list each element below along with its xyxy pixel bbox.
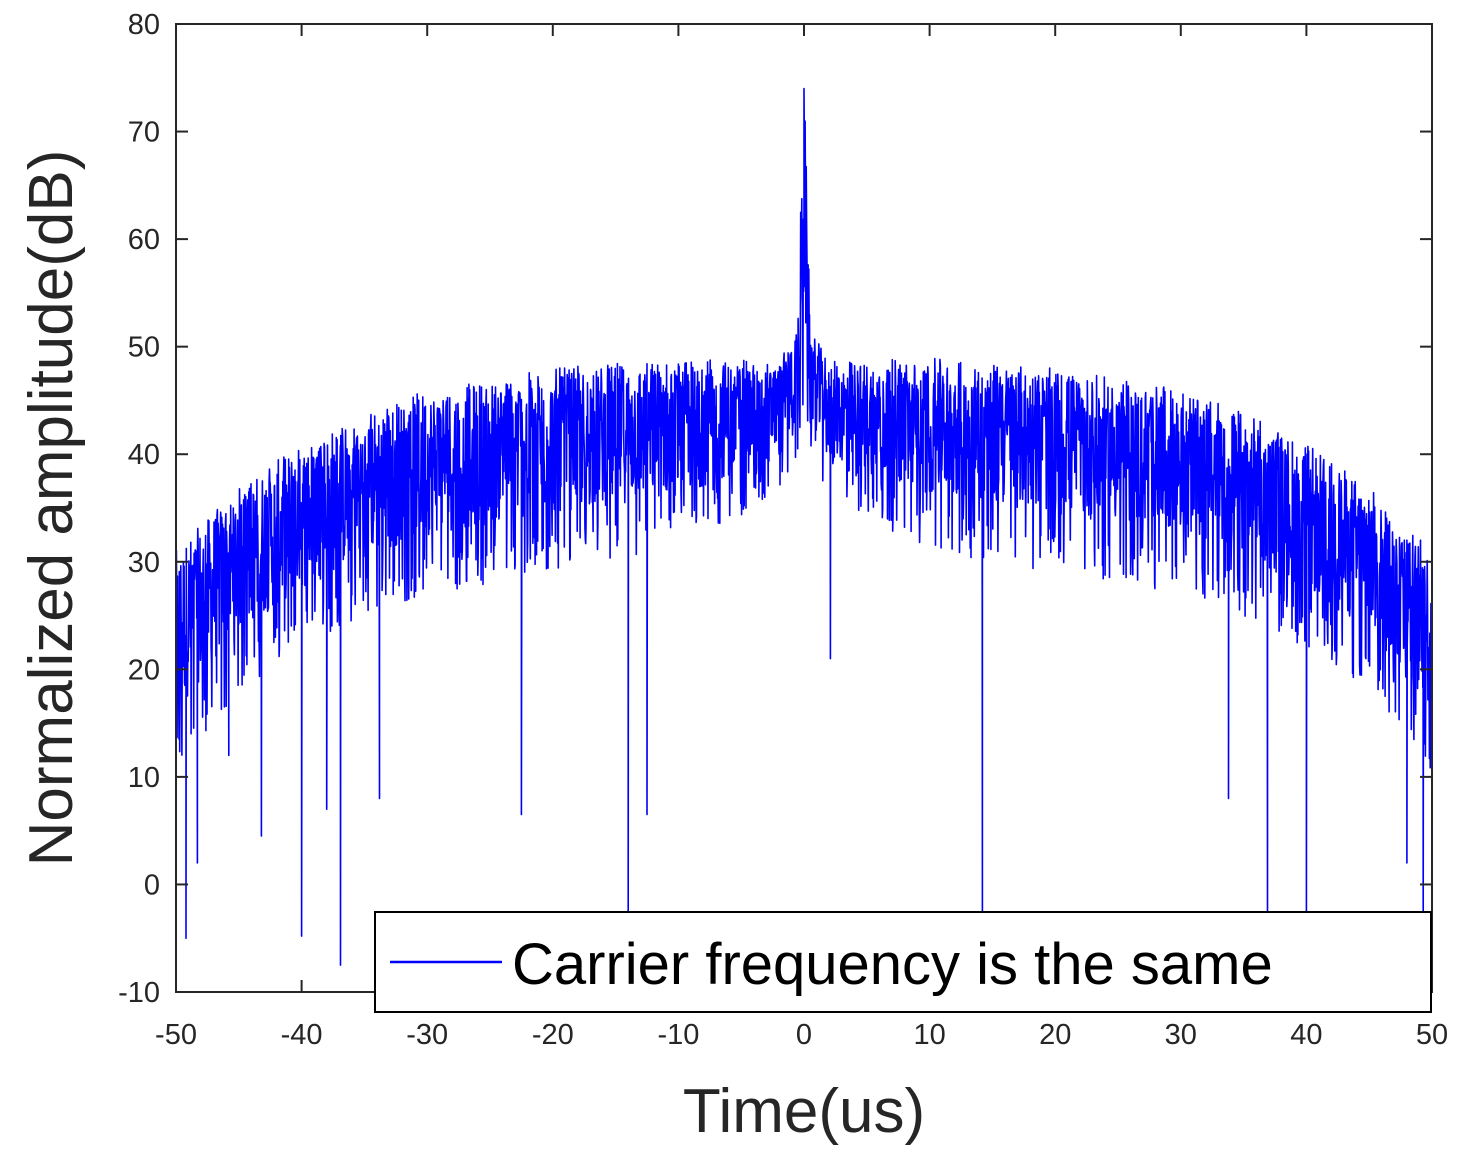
x-tick-label: 40 bbox=[1290, 1019, 1322, 1051]
y-tick-label: 0 bbox=[144, 869, 160, 901]
y-tick-label: 20 bbox=[128, 654, 160, 686]
x-axis-title: Time(us) bbox=[683, 1077, 925, 1146]
y-tick-label: -10 bbox=[118, 977, 160, 1009]
x-tick-label: -10 bbox=[657, 1019, 699, 1051]
x-tick-label: 30 bbox=[1165, 1019, 1197, 1051]
x-tick-label: -40 bbox=[281, 1019, 323, 1051]
legend: Carrier frequency is the same bbox=[374, 911, 1432, 1013]
legend-entry-label: Carrier frequency is the same bbox=[512, 932, 1273, 997]
y-tick-label: 50 bbox=[128, 332, 160, 364]
y-tick-label: 80 bbox=[128, 9, 160, 41]
y-axis-title: Normalized amplitude(dB) bbox=[17, 150, 86, 867]
x-tick-label: 20 bbox=[1039, 1019, 1071, 1051]
series-line-carrier-frequency bbox=[176, 87, 1432, 966]
y-tick-labels: -10 0 10 20 30 40 50 60 70 80 bbox=[118, 9, 160, 1009]
x-tick-label: 10 bbox=[913, 1019, 945, 1051]
x-tick-label: -50 bbox=[155, 1019, 197, 1051]
x-tick-label: 50 bbox=[1416, 1019, 1448, 1051]
legend-box bbox=[374, 911, 1432, 1013]
y-tick-label: 60 bbox=[128, 224, 160, 256]
x-tick-label: -30 bbox=[406, 1019, 448, 1051]
y-tick-label: 30 bbox=[128, 547, 160, 579]
x-tick-label: 0 bbox=[796, 1019, 812, 1051]
y-tick-label: 40 bbox=[128, 439, 160, 471]
y-tick-label: 70 bbox=[128, 117, 160, 149]
x-tick-label: -20 bbox=[532, 1019, 574, 1051]
series-layer bbox=[176, 87, 1432, 966]
x-tick-labels: -50 -40 -30 -20 -10 0 10 20 30 40 50 bbox=[155, 1019, 1448, 1051]
y-tick-label: 10 bbox=[128, 762, 160, 794]
